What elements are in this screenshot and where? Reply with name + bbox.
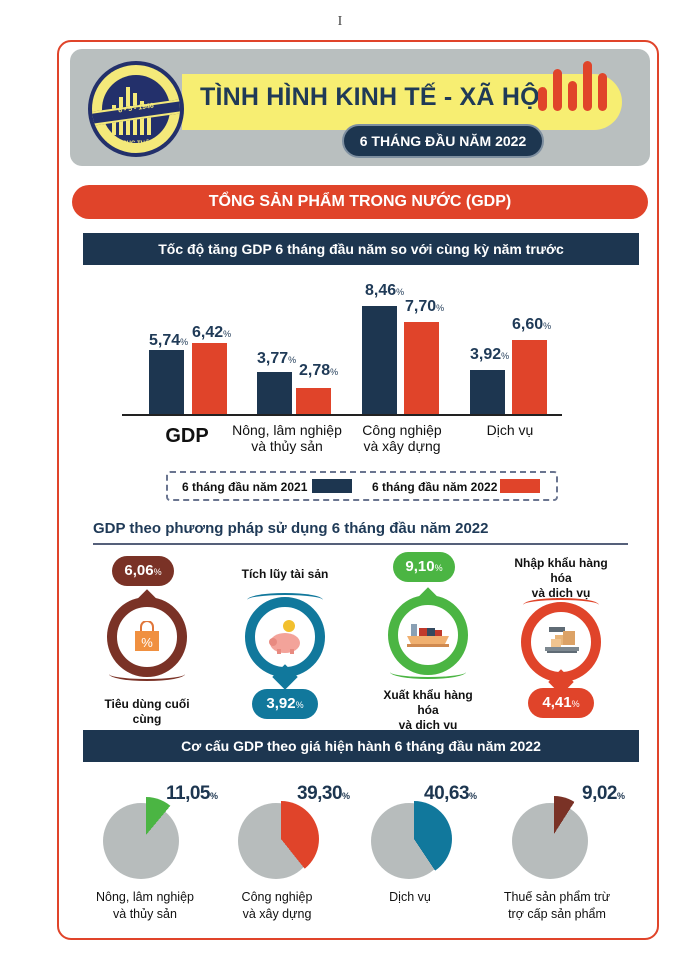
value-services-2022: 6,60% [512, 316, 552, 333]
bar-services-2021 [470, 370, 505, 414]
value-structure-agriculture: 11,05% [166, 783, 218, 804]
chart-legend: 6 tháng đầu năm 2021 6 tháng đầu năm 202… [166, 471, 558, 501]
legend-swatch-2022 [500, 479, 540, 493]
pie-slice-industry [243, 801, 319, 877]
svg-text:%: % [141, 635, 153, 650]
header-yellow-band [182, 74, 622, 130]
value-agriculture-2022: 2,78% [299, 362, 339, 379]
value-services-2021: 3,92% [470, 346, 510, 363]
gdp-growth-bar-chart: 5,74% 6,42% 3,77% 2,78% 8,46% 7,70% 3,92… [122, 270, 562, 454]
bar-gdp-2022 [192, 343, 227, 414]
value-industry-2022: 7,70% [405, 298, 445, 315]
legend-label-2021: 6 tháng đầu năm 2021 [182, 480, 308, 494]
imports-arc [523, 598, 599, 612]
pie-slice-agriculture [108, 797, 184, 873]
usage-divider [93, 543, 628, 545]
exports-value-badge: 9,10% [393, 552, 455, 582]
category-agriculture: Nông, lâm nghiệp và thủy sản [232, 422, 342, 454]
shopping-bag-icon: % [117, 607, 177, 667]
bar-chart-decoration-icon [538, 59, 607, 111]
category-services: Dịch vụ [486, 422, 534, 438]
scale-boxes-icon [531, 612, 591, 672]
page-number: I [337, 14, 343, 29]
bar-gdp-2021 [149, 350, 184, 414]
bar-agriculture-2021 [257, 372, 292, 414]
category-industry: Công nghiệp và xây dựng [362, 422, 442, 454]
piggy-bank-icon [255, 607, 315, 667]
consumption-label: Tiêu dùng cuối cùng [104, 697, 190, 726]
value-industry-2021: 8,46% [365, 282, 405, 299]
page-title: TÌNH HÌNH KINH TẾ - XÃ HỘI [200, 83, 547, 111]
value-structure-taxes: 9,02% [582, 783, 625, 804]
label-structure-industry: Công nghiệp và xây dựng [241, 890, 313, 921]
gdp-section-title: TỔNG SẢN PHẨM TRONG NƯỚC (GDP) [72, 185, 648, 219]
growth-chart-title: Tốc độ tăng GDP 6 tháng đầu năm so với c… [83, 233, 639, 265]
gso-logo-icon: CHXHCN VIỆT NAM 6 - 5 - 1946 TỔNG CỤC TH… [88, 61, 184, 157]
consumption-badge: % [107, 597, 187, 677]
legend-label-2022: 6 tháng đầu năm 2022 [372, 480, 498, 494]
value-structure-industry: 39,30% [297, 783, 350, 804]
logo-top-text: CHXHCN VIỆT NAM [107, 69, 164, 75]
category-gdp: GDP [165, 425, 209, 447]
consumption-value-badge: 6,06% [112, 556, 174, 586]
bar-agriculture-2022 [296, 388, 331, 414]
pie-slice-taxes [516, 796, 592, 872]
period-badge: 6 THÁNG ĐẦU NĂM 2022 [342, 124, 544, 158]
accumulation-value-badge: 3,92% [252, 689, 318, 719]
imports-label: Nhập khẩu hàng hóa và dịch vụ [514, 556, 608, 600]
cargo-ship-icon [398, 605, 458, 665]
value-gdp-2021: 5,74% [149, 332, 189, 349]
value-agriculture-2021: 3,77% [257, 350, 297, 367]
exports-label: Xuất khẩu hàng hóa và dịch vụ [383, 688, 473, 732]
bar-industry-2021 [362, 306, 397, 414]
bar-industry-2022 [404, 322, 439, 414]
usage-section-title: GDP theo phương pháp sử dụng 6 tháng đầu… [93, 520, 489, 537]
legend-swatch-2021 [312, 479, 352, 493]
pie-slice-services [376, 801, 452, 877]
exports-badge [388, 595, 468, 675]
label-structure-taxes: Thuế sản phẩm trừ trợ cấp sản phẩm [503, 890, 611, 921]
logo-bottom-text: TỔNG CỤC THỐNG KÊ [103, 141, 169, 147]
header-banner: CHXHCN VIỆT NAM 6 - 5 - 1946 TỔNG CỤC TH… [70, 49, 650, 166]
accumulation-arc [247, 593, 323, 607]
imports-value-badge: 4,41% [528, 688, 594, 718]
bar-services-2022 [512, 340, 547, 414]
accumulation-label: Tích lũy tài sản [241, 567, 329, 581]
value-gdp-2022: 6,42% [192, 324, 232, 341]
label-structure-agriculture: Nông, lâm nghiệp và thủy sản [96, 890, 194, 921]
accumulation-badge [245, 597, 325, 677]
consumption-arc [109, 667, 185, 681]
structure-chart-title: Cơ cấu GDP theo giá hiện hành 6 tháng đầ… [83, 730, 639, 762]
x-axis [122, 414, 562, 416]
exports-arc [390, 665, 466, 679]
label-structure-services: Dịch vụ [389, 890, 431, 904]
value-structure-services: 40,63% [424, 783, 477, 804]
